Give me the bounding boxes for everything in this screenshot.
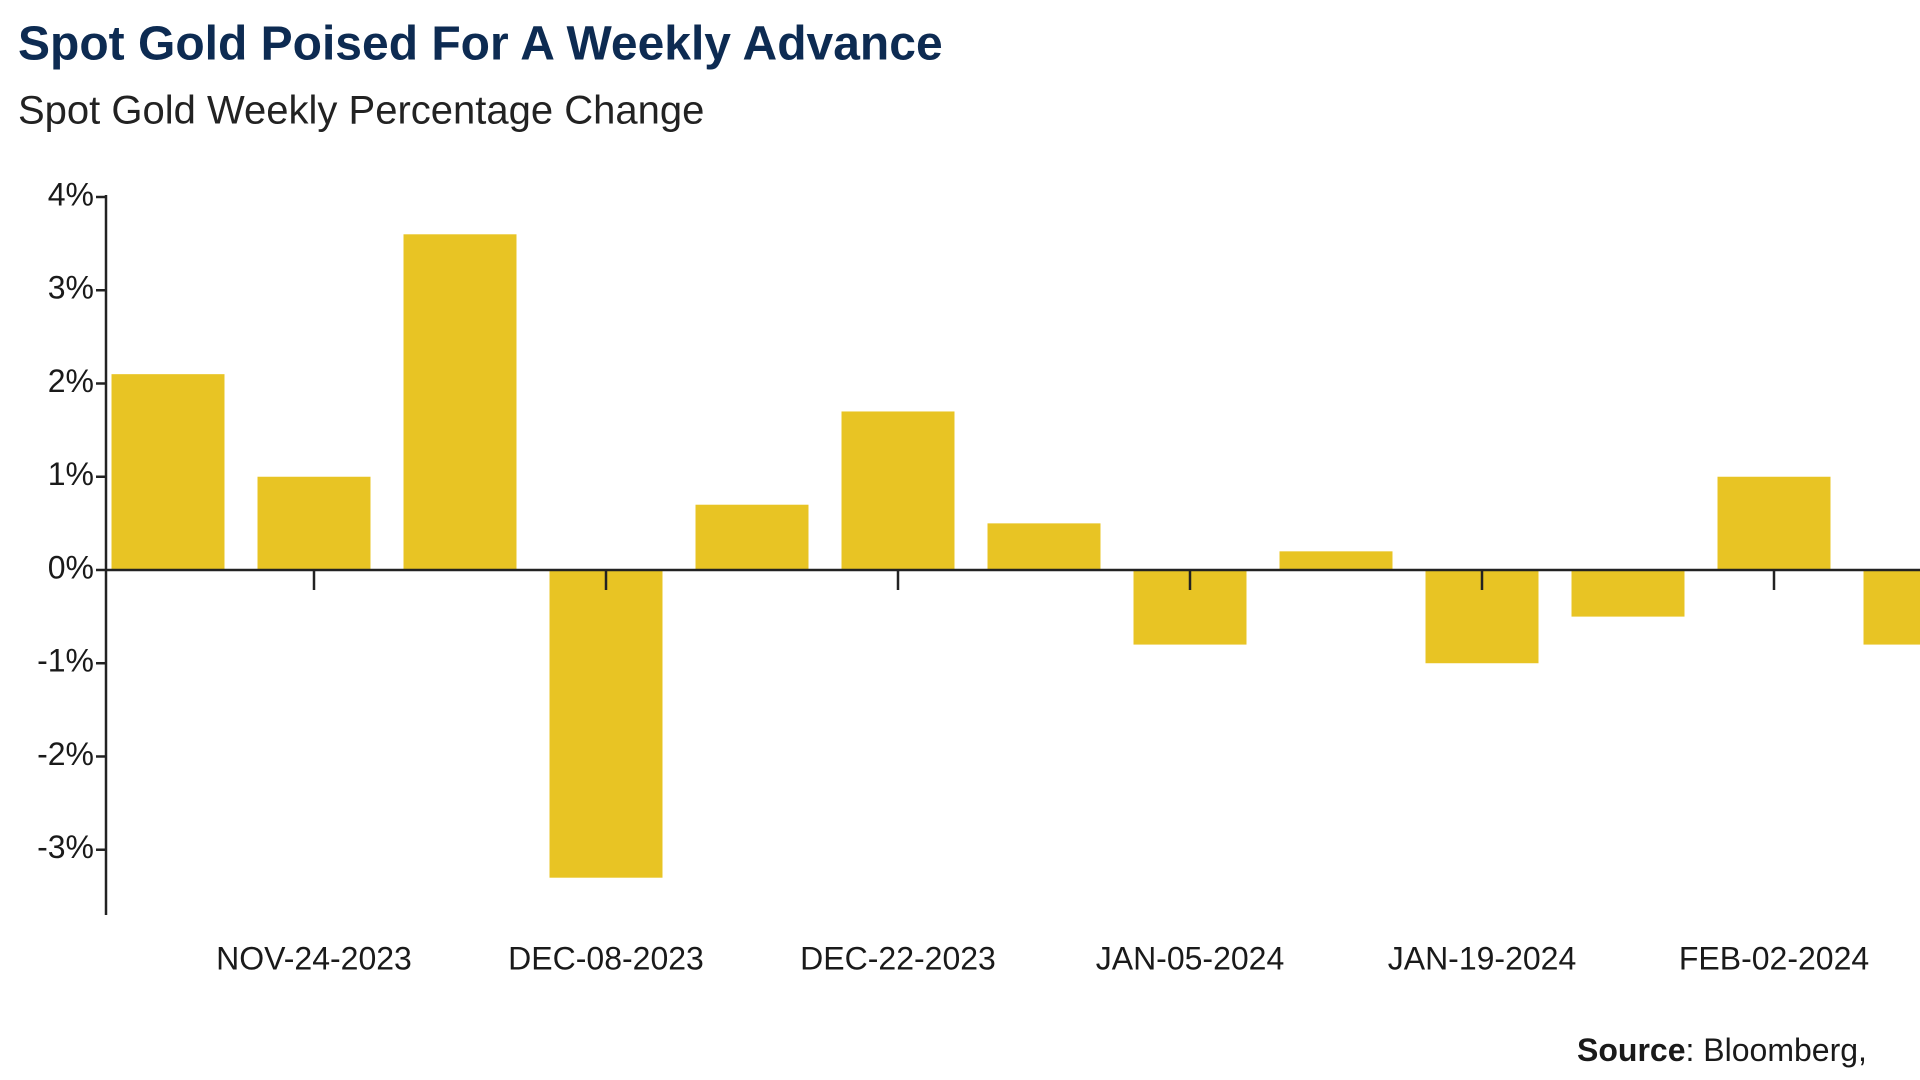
y-tick-label: 0% [48, 549, 94, 585]
bar [695, 504, 809, 570]
bar [111, 374, 225, 570]
bar [403, 234, 517, 570]
chart-subtitle: Spot Gold Weekly Percentage Change [18, 89, 704, 133]
y-tick-label: 4% [48, 176, 94, 212]
bar [1571, 569, 1685, 617]
bar [987, 523, 1101, 570]
source-note: Source: Bloomberg, [1577, 1032, 1867, 1068]
x-tick-label: DEC-08-2023 [508, 940, 704, 976]
source-text: : Bloomberg, [1685, 1032, 1866, 1068]
x-tick-label: FEB-02-2024 [1679, 940, 1869, 976]
chart-title: Spot Gold Poised For A Weekly Advance [18, 18, 943, 71]
x-tick-label: JAN-05-2024 [1096, 940, 1285, 976]
y-tick-label: 3% [48, 270, 94, 306]
bar [257, 476, 371, 570]
y-tick-label: -2% [37, 736, 94, 772]
bar [549, 569, 663, 878]
source-label: Source [1577, 1032, 1685, 1068]
y-tick-label: 1% [48, 456, 94, 492]
y-tick-label: -1% [37, 643, 94, 679]
y-tick-label: -3% [37, 829, 94, 865]
x-tick-label: JAN-19-2024 [1388, 940, 1577, 976]
bar [1279, 551, 1393, 570]
x-tick-label: NOV-24-2023 [216, 940, 412, 976]
bar [841, 411, 955, 570]
bar [1863, 569, 1920, 645]
x-tick-label: DEC-22-2023 [800, 940, 996, 976]
y-tick-label: 2% [48, 363, 94, 399]
bar [1717, 476, 1831, 570]
